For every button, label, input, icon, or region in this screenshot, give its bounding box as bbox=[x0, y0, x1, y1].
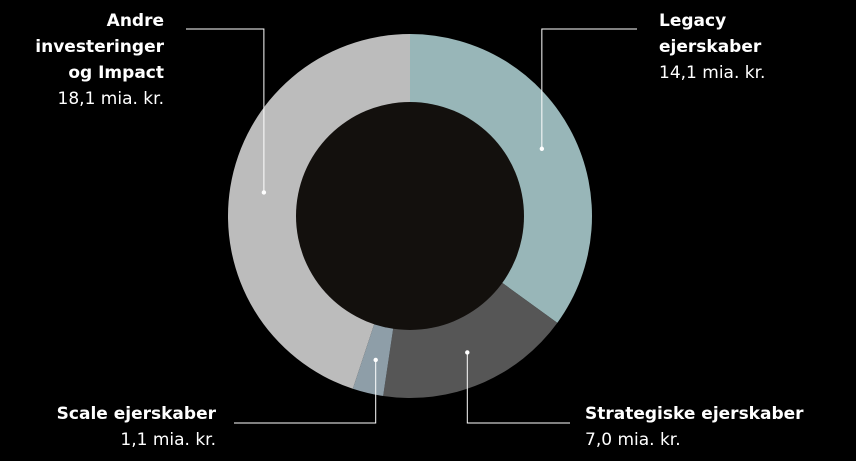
leader-dot-andre bbox=[261, 190, 267, 195]
leader-dot-scale bbox=[373, 357, 378, 363]
label-scale-name: Scale ejerskaber bbox=[56, 404, 216, 424]
label-legacy-name-1: Legacy bbox=[659, 11, 727, 31]
leader-line-legacy bbox=[541, 28, 637, 149]
label-andre-name-1: Andre bbox=[106, 11, 164, 31]
label-strategiske-ejerskaber: Strategiske ejerskaber 7,0 mia. kr. bbox=[585, 401, 855, 453]
leader-dot-legacy bbox=[539, 146, 545, 151]
leader-lines bbox=[186, 28, 637, 424]
label-legacy-ejerskaber: Legacy ejerskaber 14,1 mia. kr. bbox=[659, 8, 849, 86]
label-strategiske-value: 7,0 mia. kr. bbox=[585, 430, 681, 450]
label-andre-name-2: investeringer bbox=[35, 37, 164, 57]
label-scale-value: 1,1 mia. kr. bbox=[120, 430, 216, 450]
label-scale-ejerskaber: Scale ejerskaber 1,1 mia. kr. bbox=[0, 401, 216, 453]
label-legacy-value: 14,1 mia. kr. bbox=[659, 63, 766, 83]
donut-center bbox=[296, 102, 524, 330]
leader-line-strategiske bbox=[466, 352, 570, 424]
label-andre-investeringer: Andre investeringer og Impact 18,1 mia. … bbox=[0, 8, 164, 112]
leader-line-scale bbox=[234, 359, 377, 424]
label-andre-value: 18,1 mia. kr. bbox=[57, 89, 164, 109]
label-legacy-name-2: ejerskaber bbox=[659, 37, 762, 57]
leader-line-andre bbox=[186, 28, 265, 193]
label-strategiske-name: Strategiske ejerskaber bbox=[585, 404, 804, 424]
label-andre-name-3: og Impact bbox=[68, 63, 164, 83]
leader-dot-strategiske bbox=[465, 350, 470, 355]
